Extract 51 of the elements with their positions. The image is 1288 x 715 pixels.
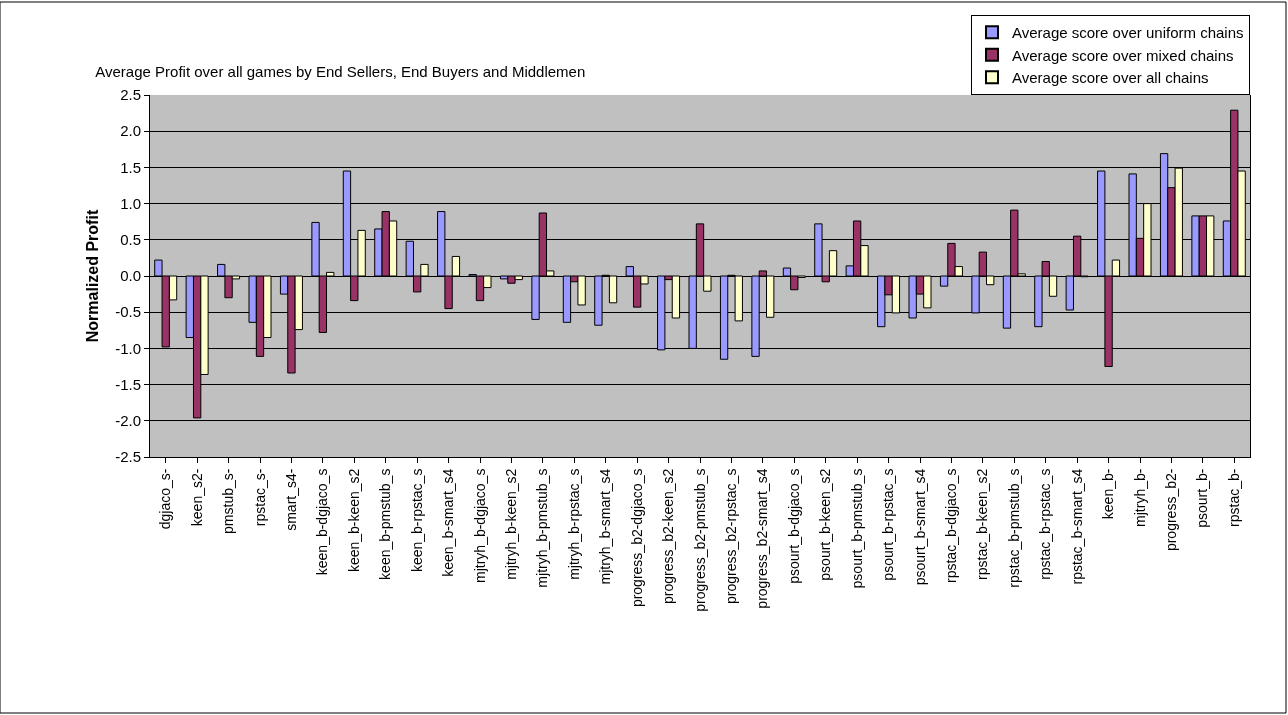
x-tick-label: psourt_b-smart_s4 [911,468,928,586]
y-tick-label: -2.0 [115,412,141,430]
x-tick-label: keen_b- [1100,468,1117,520]
x-tick-label: keen_b-pmstub_s [377,468,394,580]
legend-label: Average score over mixed chains [1012,46,1234,64]
y-tick-label: -0.5 [115,303,141,321]
x-tick-label: mjtryh_b-dgjaco_s [471,468,488,583]
y-tick-label: 0.5 [120,231,141,249]
x-tick-label: psourt_b-dgjaco_s [785,468,802,584]
x-tick-label: keen_b-dgjaco_s [314,468,331,576]
legend-label: Average score over all chains [1012,69,1209,87]
x-tick-label: keen_b-smart_s4 [440,468,457,577]
x-tick-label: mjtryh_b-rpstac_s [565,468,582,580]
x-tick-label: mjtryh_b-keen_s2 [502,468,519,580]
y-tick-label: 2.5 [120,86,141,104]
x-tick-label: mjtryh_b-pmstub_s [534,468,551,588]
y-tick-label: 2.0 [120,122,141,140]
x-tick-label: psourt_b- [1194,468,1211,528]
y-axis-title: Normalized Profit [84,209,102,343]
chart-title: Average Profit over all games by End Sellers, End Buyers and Middlemen [95,62,586,80]
x-tick-label: psourt_b-keen_s2 [817,468,834,581]
x-tick-label: rpstac_b-smart_s4 [1068,468,1085,585]
x-tick-label: keen_b-keen_s2 [345,468,362,573]
x-tick-label: dgjaco_s- [157,468,174,530]
x-tick-label: pmstub_s- [220,468,237,534]
x-tick-label: rpstac_b-rpstac_s [1037,468,1054,580]
x-tick-label: progress_b2- [1162,468,1179,552]
x-tick-label: rpstac_b-keen_s2 [974,468,991,580]
x-tick-label: progress_b2-smart_s4 [754,468,771,609]
x-tick-label: rpstac_b- [1225,468,1242,527]
y-tick-label: 0.0 [120,267,141,285]
x-tick-label: keen_b-rpstac_s [408,468,425,573]
x-tick-label: rpstac_b-pmstub_s [1005,468,1022,588]
x-tick-label: progress_b2-dgjaco_s [628,468,645,608]
x-tick-label: rpstac_s- [251,468,268,527]
y-tick-label: -2.5 [115,448,141,466]
x-tick-label: psourt_b-pmstub_s [848,468,865,589]
x-tick-label: mjtryh_b- [1131,468,1148,527]
x-tick-label: progress_b2-keen_s2 [660,468,677,605]
x-tick-label: rpstac_b-dgjaco_s [942,468,959,584]
legend-label: Average score over uniform chains [1012,24,1244,42]
x-tick-label: progress_b2-pmstub_s [691,468,708,612]
x-tick-label: mjtryh_b-smart_s4 [597,468,614,585]
y-tick-label: -1.5 [115,375,141,393]
y-tick-label: 1.0 [120,194,141,212]
x-tick-label: keen_s2- [188,468,205,527]
x-tick-label: smart_s4- [282,468,299,531]
y-tick-label: -1.0 [115,339,141,357]
y-tick-label: 1.5 [120,158,141,176]
x-tick-label: psourt_b-rpstac_s [880,468,897,581]
x-tick-label: progress_b2-rpstac_s [722,468,739,605]
